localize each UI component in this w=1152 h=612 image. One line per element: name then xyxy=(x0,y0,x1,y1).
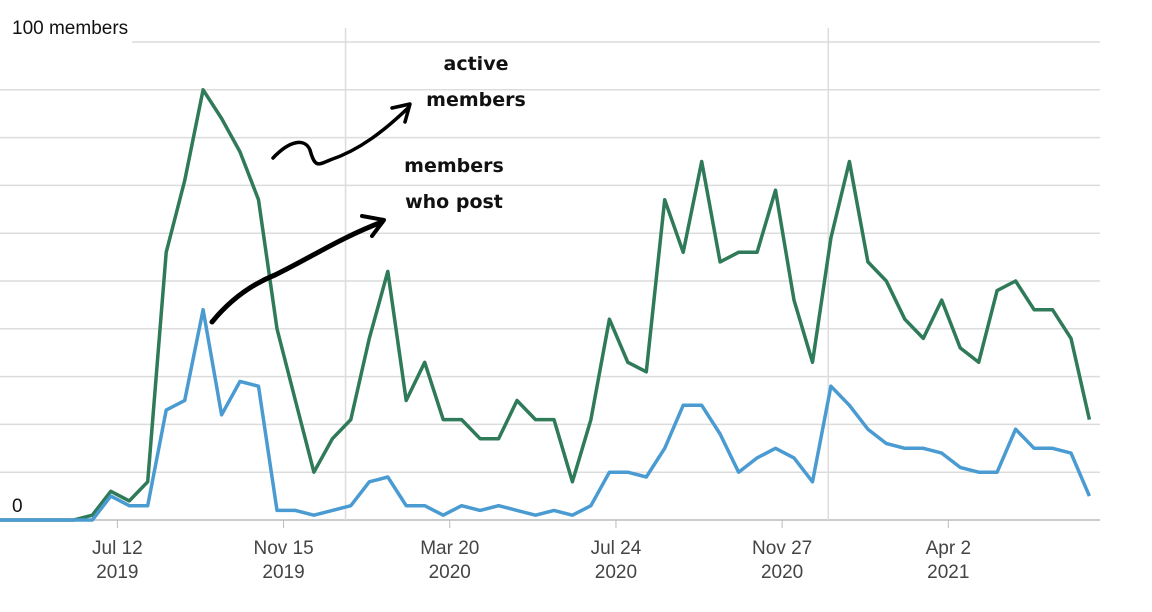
annotation: who post xyxy=(405,191,503,213)
y-tick-label: 100 members xyxy=(12,18,128,39)
x-tick-label: Nov 27 xyxy=(752,538,812,559)
x-tick-label: Apr 2 xyxy=(926,538,971,559)
annotation: members xyxy=(404,155,504,177)
x-tick-label: 2019 xyxy=(96,562,138,583)
lines xyxy=(0,88,1092,522)
annotation-arrow-head xyxy=(390,102,412,124)
x-tick-label: Jul 24 xyxy=(591,538,642,559)
annotation: active xyxy=(444,53,509,75)
y-tick-label: 0 xyxy=(12,496,23,517)
x-tick-label: Mar 20 xyxy=(420,538,479,559)
annotation-arrow xyxy=(209,219,385,325)
x-tick-label: Nov 15 xyxy=(253,538,313,559)
series-line xyxy=(0,307,1092,522)
annotation-arrow xyxy=(271,106,410,166)
grid xyxy=(0,28,1100,528)
x-tick-label: Jul 12 xyxy=(92,538,143,559)
labels: 0 100 members Jul 12 2019 Nov 15 2019 Mar 20 20… xyxy=(12,18,971,583)
x-tick-label: 2020 xyxy=(761,562,803,583)
x-tick-label: 2020 xyxy=(429,562,471,583)
annotation-arrow-head xyxy=(360,214,386,238)
x-tick-label: 2020 xyxy=(595,562,637,583)
x-tick-label: 2021 xyxy=(927,562,969,583)
x-tick-label: 2019 xyxy=(262,562,304,583)
series-line xyxy=(0,88,1092,522)
annotation: members xyxy=(426,89,526,111)
